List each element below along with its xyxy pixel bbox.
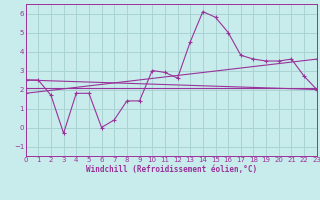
- X-axis label: Windchill (Refroidissement éolien,°C): Windchill (Refroidissement éolien,°C): [86, 165, 257, 174]
